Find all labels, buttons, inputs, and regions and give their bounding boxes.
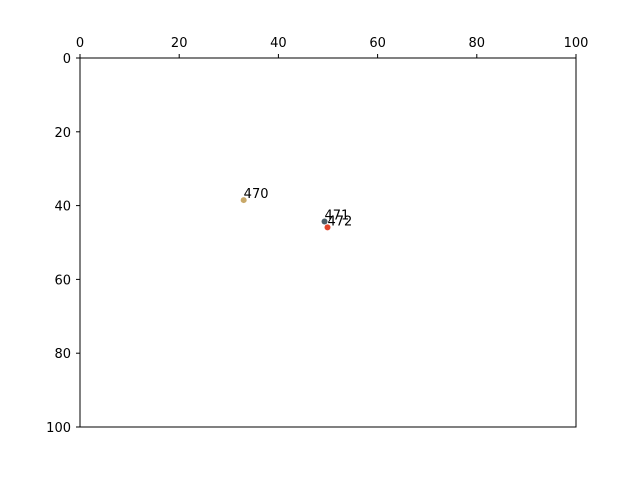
data-point-label-470: 470 (244, 187, 269, 202)
data-point-label-471: 471 (325, 208, 350, 223)
data-point-470 (240, 197, 247, 204)
x-tick-label: 80 (469, 36, 486, 51)
x-tick-label: 60 (369, 36, 386, 51)
x-tick-label: 0 (76, 36, 84, 51)
x-axis-ticks: 0 20 40 60 80 100 (76, 36, 589, 58)
y-tick-label: 0 (63, 52, 71, 67)
y-tick-label: 80 (54, 347, 71, 362)
data-point-471 (321, 218, 328, 225)
y-tick-label: 100 (46, 421, 71, 436)
data-point-label-472: 472 (328, 214, 353, 229)
x-tick-label: 20 (171, 36, 188, 51)
data-point-472 (324, 224, 331, 231)
y-tick-label: 40 (54, 200, 71, 215)
plot-frame (79, 57, 577, 428)
y-tick-label: 60 (54, 273, 71, 288)
y-tick-label: 20 (54, 126, 71, 141)
y-axis-ticks: 0 20 40 60 80 100 (46, 52, 80, 436)
x-tick-label: 40 (270, 36, 287, 51)
x-tick-label: 100 (564, 36, 589, 51)
